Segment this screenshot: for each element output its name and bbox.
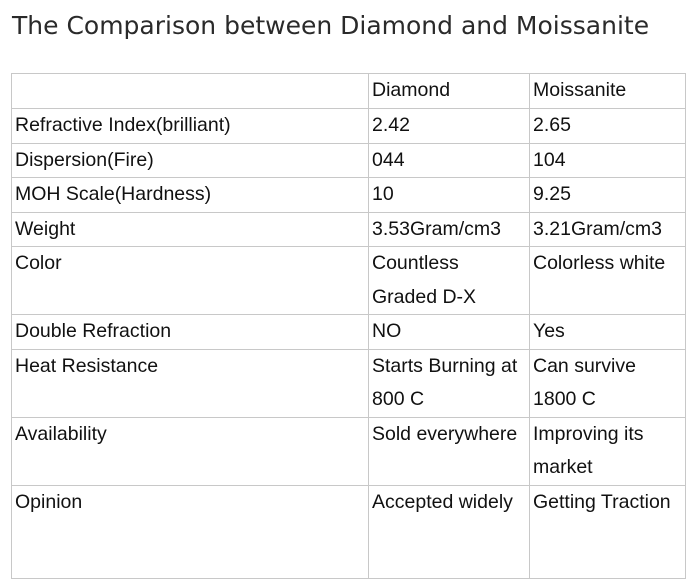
diamond-cell: Sold everywhere [368,416,530,486]
page-title: The Comparison between Diamond and Moiss… [12,11,650,40]
moissanite-cell: 9.25 [529,177,686,213]
comparison-table: Diamond Moissanite Refractive Index(bril… [11,73,686,579]
property-cell: MOH Scale(Hardness) [11,177,369,213]
property-cell: Opinion [11,484,369,579]
table-header-row: Diamond Moissanite [11,73,686,109]
property-cell: Dispersion(Fire) [11,142,369,178]
table-row: Availability Sold everywhere Improving i… [11,416,686,486]
moissanite-cell: Yes [529,314,686,350]
property-cell: Heat Resistance [11,348,369,418]
table-row: Color Countless Graded D-X Colorless whi… [11,246,686,315]
property-cell: Refractive Index(brilliant) [11,108,369,144]
header-cell-moissanite: Moissanite [529,73,686,109]
table-row: MOH Scale(Hardness) 10 9.25 [11,177,686,213]
diamond-cell: NO [368,314,530,350]
diamond-cell: Accepted widely [368,484,530,579]
diamond-cell: 2.42 [368,108,530,144]
table-row: Double Refraction NO Yes [11,314,686,350]
diamond-cell: Countless Graded D-X [368,246,530,315]
header-cell-diamond: Diamond [368,73,530,109]
moissanite-cell: Can survive 1800 C [529,348,686,418]
moissanite-cell: Colorless white [529,246,686,315]
diamond-cell: 3.53Gram/cm3 [368,211,530,247]
table-row: Dispersion(Fire) 044 104 [11,142,686,178]
header-cell-empty [11,73,369,109]
table-row: Refractive Index(brilliant) 2.42 2.65 [11,108,686,144]
diamond-cell: Starts Burning at 800 C [368,348,530,418]
table-row: Heat Resistance Starts Burning at 800 C … [11,348,686,418]
moissanite-cell: 104 [529,142,686,178]
diamond-cell: 044 [368,142,530,178]
moissanite-cell: 3.21Gram/cm3 [529,211,686,247]
moissanite-cell: Getting Traction [529,484,686,579]
table-row: Weight 3.53Gram/cm3 3.21Gram/cm3 [11,211,686,247]
property-cell: Availability [11,416,369,486]
property-cell: Weight [11,211,369,247]
moissanite-cell: 2.65 [529,108,686,144]
diamond-cell: 10 [368,177,530,213]
table-row: Opinion Accepted widely Getting Traction [11,484,686,579]
property-cell: Color [11,246,369,315]
moissanite-cell: Improving its market [529,416,686,486]
property-cell: Double Refraction [11,314,369,350]
